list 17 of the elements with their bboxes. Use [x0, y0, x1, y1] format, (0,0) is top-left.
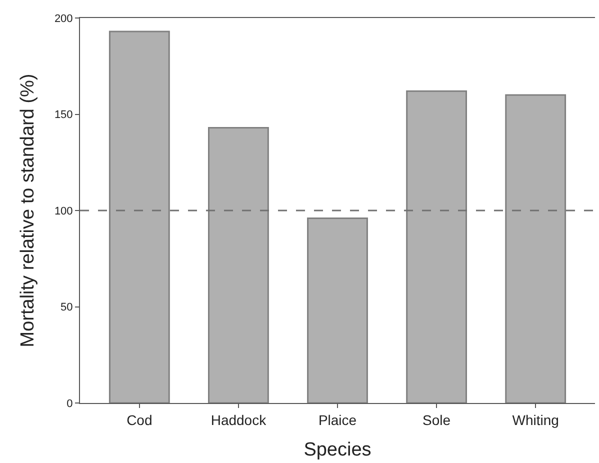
x-tick-label: Cod [126, 412, 152, 428]
y-tick-label: 100 [54, 205, 73, 218]
bar [108, 30, 170, 403]
bar [406, 90, 467, 403]
x-axis-title: Species [304, 440, 372, 461]
bar [505, 94, 566, 403]
y-tick-label: 150 [54, 109, 73, 122]
x-tick-label: Plaice [318, 412, 357, 428]
y-tick-label: 200 [54, 12, 73, 25]
y-tick-label: 0 [66, 398, 73, 410]
y-tick-label: 50 [60, 302, 73, 314]
bar [208, 126, 269, 403]
bar [307, 217, 368, 403]
x-tick-label: Whiting [512, 412, 559, 428]
x-tick-label: Haddock [210, 412, 268, 428]
x-tick-label: Sole [422, 412, 451, 428]
y-axis-title: Mortality relative to standard (%) [17, 74, 38, 348]
